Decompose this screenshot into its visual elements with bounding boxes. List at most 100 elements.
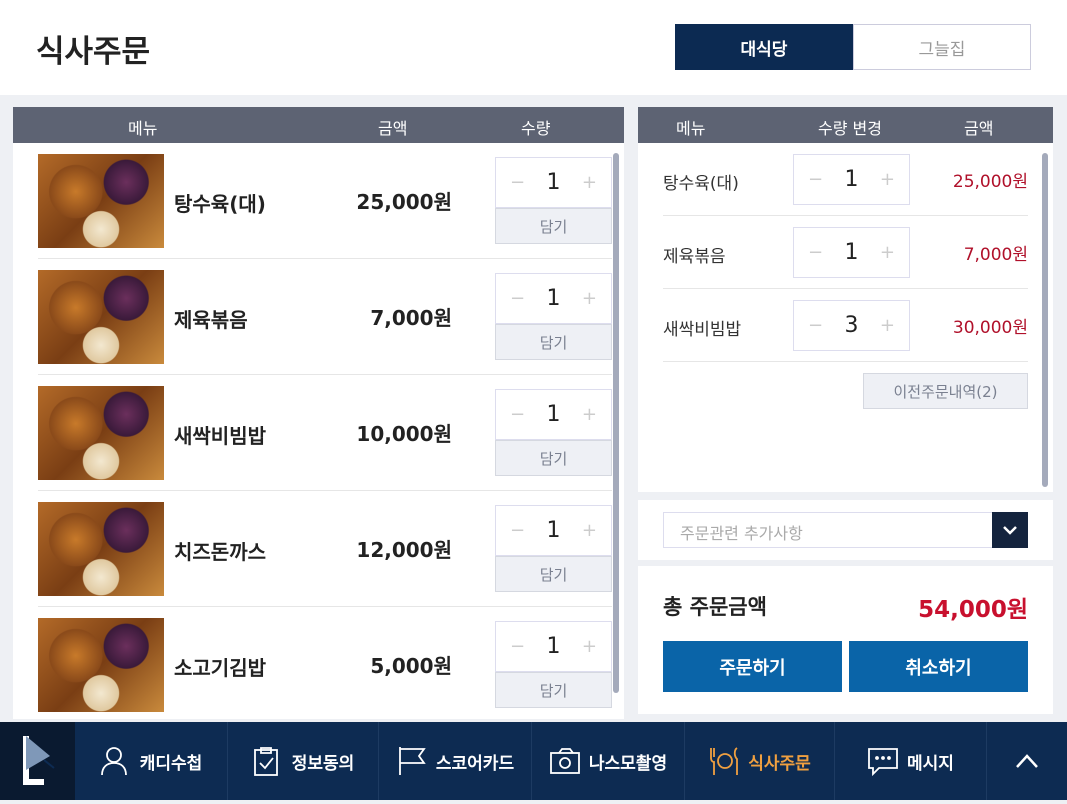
order-table-header: 메뉴 수량 변경 금액 xyxy=(638,107,1053,143)
quantity-stepper: −1 + xyxy=(793,227,910,278)
minus-button[interactable]: − xyxy=(510,404,526,425)
quantity-value: 3 xyxy=(844,313,859,338)
minus-button[interactable]: − xyxy=(510,172,526,193)
menu-item-price: 5,000원 xyxy=(370,654,452,678)
menu-item-name: 소고기김밥 xyxy=(174,656,266,680)
quantity-stepper: −1 + xyxy=(495,505,612,556)
header: 식사주문 대식당 그늘집 xyxy=(0,0,1067,95)
order-item-price: 25,000원 xyxy=(952,172,1028,192)
food-image xyxy=(38,502,164,596)
nav-item[interactable]: 식사주문 xyxy=(685,722,835,800)
minus-button[interactable]: − xyxy=(510,520,526,541)
column-price: 금액 xyxy=(378,119,408,138)
menu-item-name: 치즈돈까스 xyxy=(174,540,266,564)
quantity-stepper: −3 + xyxy=(793,300,910,351)
person-icon xyxy=(100,747,127,776)
nav-item[interactable]: 정보동의 xyxy=(228,722,379,800)
order-panel: 메뉴 수량 변경 금액 탕수육(대) −1 + 25,000원 제육볶음 −1 + … xyxy=(638,107,1053,492)
column-price: 금액 xyxy=(964,119,994,138)
column-qty-change: 수량 변경 xyxy=(818,119,882,138)
add-to-cart-button[interactable]: 담기 xyxy=(495,324,612,360)
flag-icon xyxy=(398,747,426,775)
nav-item[interactable]: 스코어카드 xyxy=(379,722,532,800)
quantity-value: 1 xyxy=(546,518,561,543)
menu-item-name: 제육볶음 xyxy=(174,308,248,332)
menu-item-price: 25,000원 xyxy=(356,190,452,214)
cancel-button[interactable]: 취소하기 xyxy=(849,641,1028,692)
tab-snack-bar[interactable]: 그늘집 xyxy=(853,24,1031,70)
menu-item-price: 7,000원 xyxy=(370,306,452,330)
plus-button[interactable]: + xyxy=(581,404,597,425)
clipboard-check-icon xyxy=(253,747,278,776)
minus-button[interactable]: − xyxy=(510,636,526,657)
food-image xyxy=(38,618,164,712)
minus-button[interactable]: − xyxy=(808,315,824,336)
order-item-name: 새싹비빔밥 xyxy=(663,320,742,340)
nav-item-label: 식사주문 xyxy=(748,753,811,774)
camera-icon xyxy=(549,748,580,774)
menu-item: 제육볶음 7,000원 −1 + 담기 xyxy=(38,259,612,375)
add-to-cart-button[interactable]: 담기 xyxy=(495,440,612,476)
menu-panel: 메뉴 금액 수량 탕수육(대) 25,000원 −1 + 담기 제육볶음 7,00… xyxy=(13,107,624,719)
venue-tabs: 대식당 그늘집 xyxy=(675,24,1031,70)
minus-button[interactable]: − xyxy=(808,242,824,263)
plus-button[interactable]: + xyxy=(879,169,895,190)
nav-item-label: 정보동의 xyxy=(291,753,355,774)
logo[interactable] xyxy=(0,722,75,800)
scrollbar[interactable] xyxy=(613,153,619,693)
order-item-name: 제육볶음 xyxy=(663,247,726,267)
chevron-up-icon xyxy=(1016,754,1038,768)
order-button[interactable]: 주문하기 xyxy=(663,641,842,692)
column-menu: 메뉴 xyxy=(676,119,706,138)
nav-item-label: 메시지 xyxy=(907,753,954,774)
tab-main-restaurant[interactable]: 대식당 xyxy=(675,24,853,70)
plus-button[interactable]: + xyxy=(581,172,597,193)
chat-icon xyxy=(868,748,898,777)
plus-button[interactable]: + xyxy=(581,288,597,309)
order-item: 탕수육(대) −1 + 25,000원 xyxy=(663,143,1028,216)
page-title: 식사주문 xyxy=(36,34,151,70)
scrollbar[interactable] xyxy=(1042,153,1048,487)
order-item-name: 탕수육(대) xyxy=(663,174,739,194)
menu-item: 소고기김밥 5,000원 −1 + 담기 xyxy=(38,607,612,719)
food-image xyxy=(38,386,164,480)
quantity-stepper: −1 + xyxy=(793,154,910,205)
quantity-value: 1 xyxy=(546,402,561,427)
plus-button[interactable]: + xyxy=(879,315,895,336)
expand-button[interactable] xyxy=(987,722,1067,800)
add-to-cart-button[interactable]: 담기 xyxy=(495,208,612,244)
quantity-value: 1 xyxy=(546,286,561,311)
quantity-value: 1 xyxy=(844,167,859,192)
plus-button[interactable]: + xyxy=(879,242,895,263)
food-image xyxy=(38,270,164,364)
bottom-nav: 캐디수첩 정보동의 스코어카드 나스모촬영 식사주문 메시지 xyxy=(0,722,1067,800)
minus-button[interactable]: − xyxy=(808,169,824,190)
column-qty: 수량 xyxy=(521,119,551,138)
quantity-value: 1 xyxy=(546,170,561,195)
order-item: 제육볶음 −1 + 7,000원 xyxy=(663,216,1028,289)
quantity-stepper: −1 + xyxy=(495,157,612,208)
nav-item[interactable]: 메시지 xyxy=(835,722,987,800)
nav-item[interactable]: 나스모촬영 xyxy=(532,722,685,800)
plus-button[interactable]: + xyxy=(581,520,597,541)
add-to-cart-button[interactable]: 담기 xyxy=(495,672,612,708)
plus-button[interactable]: + xyxy=(581,636,597,657)
note-dropdown[interactable]: 주문관련 추가사항 xyxy=(663,512,1028,548)
menu-item-name: 탕수육(대) xyxy=(174,192,266,216)
menu-item-price: 10,000원 xyxy=(356,422,452,446)
chevron-down-icon[interactable] xyxy=(992,512,1028,548)
note-placeholder: 주문관련 추가사항 xyxy=(680,524,803,543)
minus-button[interactable]: − xyxy=(510,288,526,309)
note-section: 주문관련 추가사항 xyxy=(638,500,1053,560)
quantity-value: 1 xyxy=(546,634,561,659)
menu-item: 치즈돈까스 12,000원 −1 + 담기 xyxy=(38,491,612,607)
nav-item-label: 캐디수첩 xyxy=(139,753,203,774)
total-section: 총 주문금액 54,000원 주문하기 취소하기 xyxy=(638,566,1053,714)
quantity-stepper: −1 + xyxy=(495,389,612,440)
previous-orders-button[interactable]: 이전주문내역(2) xyxy=(863,373,1028,409)
nav-item-label: 스코어카드 xyxy=(435,753,515,774)
order-item-price: 7,000원 xyxy=(963,245,1028,265)
add-to-cart-button[interactable]: 담기 xyxy=(495,556,612,592)
nav-item[interactable]: 캐디수첩 xyxy=(75,722,228,800)
menu-item: 새싹비빔밥 10,000원 −1 + 담기 xyxy=(38,375,612,491)
